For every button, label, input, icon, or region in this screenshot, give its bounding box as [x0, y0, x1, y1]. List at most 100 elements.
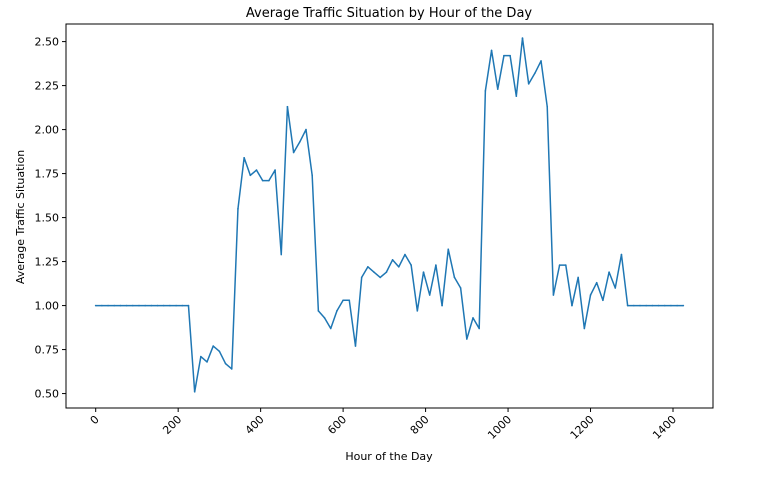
data-point	[589, 294, 592, 296]
data-point	[237, 207, 239, 210]
data-point	[428, 294, 431, 296]
data-point	[169, 304, 171, 307]
data-point	[484, 90, 487, 92]
data-point	[187, 304, 190, 307]
data-point	[404, 253, 406, 256]
data-point	[243, 156, 245, 159]
data-point	[113, 304, 116, 307]
data-point	[317, 310, 320, 312]
data-point	[311, 174, 313, 177]
data-point	[571, 304, 573, 307]
data-point	[342, 299, 344, 302]
data-point	[286, 105, 289, 108]
data-point	[620, 253, 623, 256]
data-point	[156, 304, 159, 307]
data-point	[447, 248, 450, 251]
data-point	[614, 287, 617, 289]
data-point	[138, 304, 140, 307]
data-point	[94, 304, 97, 307]
data-point	[534, 72, 536, 75]
data-point	[200, 355, 202, 358]
data-point	[459, 287, 462, 289]
data-point	[391, 259, 394, 261]
data-point	[558, 264, 561, 266]
data-point	[540, 60, 542, 62]
data-point	[478, 327, 480, 330]
y-tick-label: 0.50	[35, 388, 60, 401]
y-axis: 0.50 0.75 1.00 1.25 1.50 1.75 2.00 2.25 2.50	[35, 36, 66, 401]
y-tick-label: 1.50	[35, 212, 60, 225]
x-axis-label: Hour of the Day	[345, 450, 433, 463]
data-point	[249, 174, 252, 177]
data-point	[676, 304, 678, 307]
data-point	[329, 327, 332, 330]
data-point	[466, 338, 468, 340]
data-point	[323, 317, 326, 319]
data-point	[453, 276, 456, 279]
data-point	[367, 266, 369, 268]
data-point	[212, 345, 215, 347]
data-point	[125, 304, 128, 307]
plot-area-frame	[65, 23, 714, 409]
data-point	[552, 294, 555, 296]
x-tick-label: 800	[408, 413, 432, 437]
data-point	[274, 169, 276, 171]
data-point	[261, 179, 264, 182]
data-point	[299, 141, 301, 143]
data-point	[608, 271, 610, 273]
data-point	[280, 253, 283, 256]
data-point	[379, 276, 382, 279]
y-tick-label: 2.25	[35, 80, 60, 93]
series-line	[95, 37, 684, 393]
data-point	[639, 304, 641, 307]
data-point	[583, 327, 586, 330]
chart-title: Average Traffic Situation by Hour of the…	[246, 6, 533, 21]
data-point	[385, 271, 388, 273]
data-point	[360, 276, 363, 279]
data-point	[503, 54, 505, 57]
x-tick-label: 600	[325, 413, 349, 437]
data-point	[527, 83, 530, 85]
data-point	[657, 304, 660, 307]
series-points	[94, 37, 685, 393]
data-point	[546, 105, 549, 108]
data-point	[218, 350, 221, 353]
data-point	[292, 151, 295, 154]
data-point	[354, 345, 357, 347]
data-point	[206, 361, 208, 363]
data-point	[472, 317, 474, 319]
x-tick-label: 0	[88, 413, 102, 427]
data-point	[515, 95, 518, 97]
x-tick-label: 400	[243, 413, 267, 437]
data-point	[577, 276, 579, 279]
data-point	[416, 310, 419, 312]
data-point	[645, 304, 647, 307]
x-tick-label: 1200	[568, 413, 597, 442]
data-point	[230, 368, 233, 370]
data-point	[564, 264, 567, 266]
data-point	[255, 169, 258, 171]
data-point	[348, 299, 351, 302]
data-point	[663, 304, 666, 307]
data-point	[670, 304, 672, 307]
data-point	[162, 304, 165, 307]
data-point	[595, 281, 598, 284]
data-point	[521, 37, 524, 39]
x-tick-label: 1000	[485, 413, 514, 442]
data-point	[410, 264, 412, 266]
data-point	[651, 304, 654, 307]
data-point	[101, 304, 103, 307]
data-point	[602, 299, 604, 302]
data-point	[150, 304, 153, 307]
data-point	[107, 304, 109, 307]
data-point	[435, 264, 437, 266]
data-point	[224, 362, 227, 365]
data-point	[373, 271, 375, 273]
data-point	[441, 304, 443, 307]
data-point	[132, 304, 134, 307]
y-tick-label: 1.00	[35, 300, 60, 313]
data-point	[397, 266, 400, 268]
data-point	[181, 304, 184, 307]
